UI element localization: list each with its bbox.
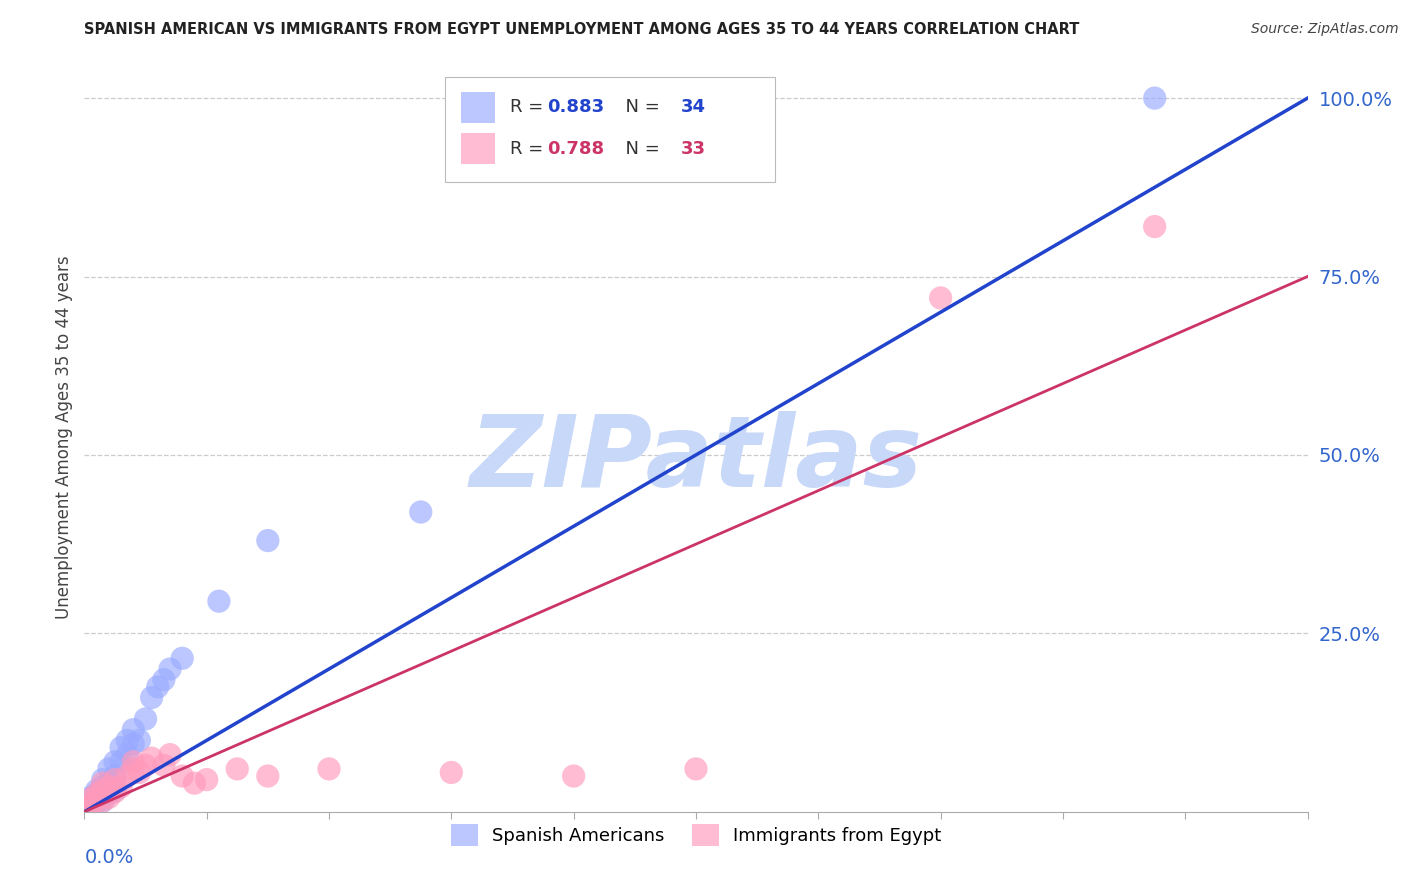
Point [91, 794, 114, 808]
Point [91, 794, 114, 808]
Point [1143, 91, 1166, 105]
Text: 33: 33 [682, 140, 706, 158]
Point [115, 733, 138, 747]
Point [153, 758, 176, 772]
Point [79, 797, 101, 812]
Text: 34: 34 [682, 98, 706, 116]
Point [685, 762, 707, 776]
Point [97, 790, 120, 805]
Point [1143, 219, 1166, 234]
Point [122, 723, 145, 737]
Point [86, 794, 108, 808]
Point [929, 291, 952, 305]
Point [86, 783, 108, 797]
Point [76, 801, 98, 815]
Point [208, 594, 231, 608]
Point [110, 740, 132, 755]
Point [83, 796, 105, 810]
Point [76, 801, 98, 815]
Point [91, 780, 114, 794]
Point [257, 769, 280, 783]
Point [226, 762, 249, 776]
Bar [461, 133, 495, 164]
Point [91, 772, 114, 787]
Point [97, 780, 120, 794]
Point [122, 737, 145, 751]
Point [257, 533, 280, 548]
Point [146, 680, 169, 694]
Text: SPANISH AMERICAN VS IMMIGRANTS FROM EGYPT UNEMPLOYMENT AMONG AGES 35 TO 44 YEARS: SPANISH AMERICAN VS IMMIGRANTS FROM EGYP… [84, 22, 1080, 37]
Point [409, 505, 432, 519]
Text: 0.788: 0.788 [547, 140, 603, 158]
Point [79, 792, 101, 806]
Point [91, 787, 114, 801]
FancyBboxPatch shape [446, 78, 776, 182]
Point [115, 747, 138, 762]
Point [135, 758, 157, 772]
Point [91, 783, 114, 797]
Point [97, 762, 120, 776]
Point [141, 690, 163, 705]
Point [172, 651, 194, 665]
Point [128, 765, 150, 780]
Bar [461, 92, 495, 123]
Point [128, 733, 150, 747]
Point [153, 673, 176, 687]
Point [97, 787, 120, 801]
Text: R =: R = [510, 98, 548, 116]
Text: N =: N = [614, 98, 665, 116]
Point [135, 712, 157, 726]
Point [97, 776, 120, 790]
Point [83, 794, 105, 808]
Point [104, 755, 127, 769]
Point [86, 787, 108, 801]
Legend: Spanish Americans, Immigrants from Egypt: Spanish Americans, Immigrants from Egypt [441, 815, 950, 855]
Text: 0.0%: 0.0% [84, 847, 134, 867]
Point [440, 765, 463, 780]
Text: R =: R = [510, 140, 548, 158]
Point [91, 776, 114, 790]
Point [318, 762, 340, 776]
Text: N =: N = [614, 140, 665, 158]
Point [183, 776, 205, 790]
Point [159, 747, 181, 762]
Text: Source: ZipAtlas.com: Source: ZipAtlas.com [1251, 22, 1399, 37]
Point [195, 772, 218, 787]
Point [104, 783, 127, 797]
Point [159, 662, 181, 676]
Point [86, 792, 108, 806]
Point [122, 762, 145, 776]
Point [110, 780, 132, 794]
Point [104, 769, 127, 783]
Point [122, 755, 145, 769]
Point [562, 769, 585, 783]
Point [141, 751, 163, 765]
Point [172, 769, 194, 783]
Text: 0.883: 0.883 [547, 98, 603, 116]
Point [79, 797, 101, 812]
Point [104, 772, 127, 787]
Y-axis label: Unemployment Among Ages 35 to 44 years: Unemployment Among Ages 35 to 44 years [55, 255, 73, 619]
Point [86, 787, 108, 801]
Point [79, 790, 101, 805]
Point [115, 769, 138, 783]
Point [110, 755, 132, 769]
Point [104, 785, 127, 799]
Text: ZIPatlas: ZIPatlas [470, 411, 922, 508]
